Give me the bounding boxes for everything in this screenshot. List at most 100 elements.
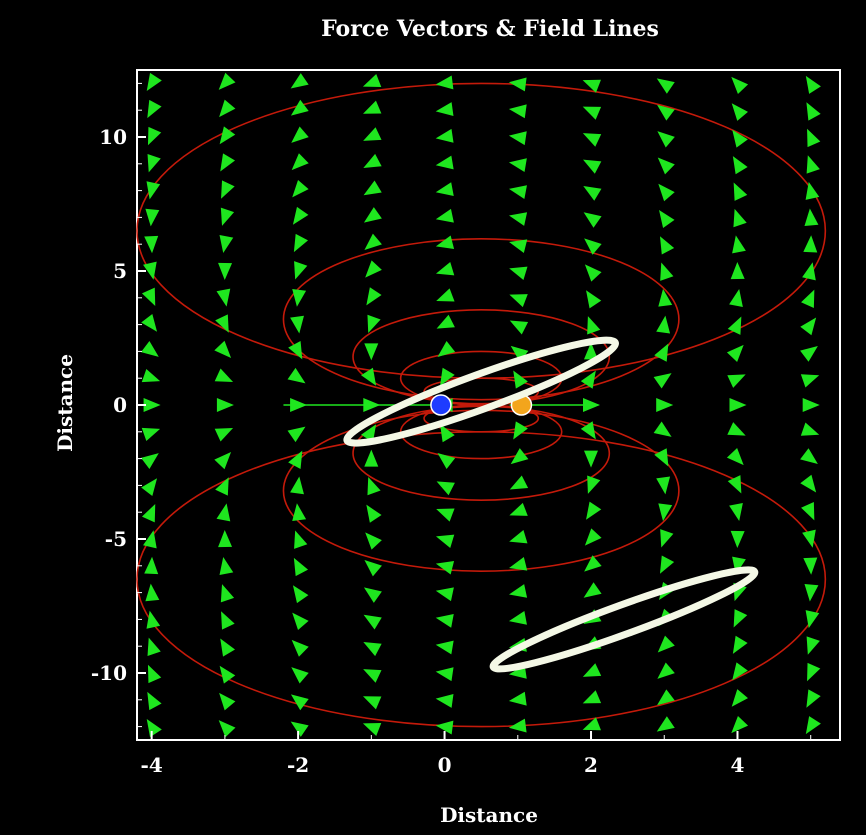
y-tick-label--5: -5 [105, 527, 127, 551]
vector-arrow-0--1 [440, 424, 455, 443]
vector-arrow-1-1 [513, 370, 528, 389]
vector-arrow--4-8 [146, 181, 161, 200]
vector-arrow-1-2 [510, 345, 529, 362]
vector-arrow-2-6 [584, 238, 602, 255]
y-tick-label-10: 10 [99, 125, 127, 149]
vector-arrow-0-4 [436, 288, 455, 302]
vector-arrow-5-1 [800, 374, 820, 388]
field-line-2 [282, 238, 680, 401]
x-tick-label--2: -2 [287, 753, 309, 777]
vector-arrow-5--3 [800, 474, 817, 493]
vector-arrow-4-3 [727, 316, 742, 335]
vector-arrow-2--2 [583, 450, 598, 468]
vector-arrow--1--4 [366, 504, 382, 523]
vector-arrow-4-0 [729, 398, 747, 412]
vector-arrow-4--4 [729, 503, 743, 522]
vector-arrow-4--5 [730, 530, 745, 548]
vector-arrow-5--12 [805, 716, 821, 735]
vector-arrow-3--10 [657, 662, 675, 679]
vector-arrow--4-12 [146, 72, 162, 91]
vector-arrow-1-4 [509, 294, 528, 308]
vector-arrow--1-6 [364, 233, 382, 251]
vector-arrow-5-9 [806, 155, 820, 174]
vector-arrow--1-12 [362, 73, 382, 88]
vector-arrow--3-11 [219, 99, 236, 118]
vector-arrow-5-2 [800, 345, 818, 362]
x-tick-label-2: 2 [584, 753, 598, 777]
vector-arrow-3-2 [654, 343, 669, 362]
vector-arrow--1-2 [364, 343, 379, 361]
vector-arrow-0-11 [435, 102, 454, 117]
vector-arrow-4--8 [733, 609, 748, 628]
vector-arrow--2-1 [287, 367, 306, 384]
vector-arrow--3--11 [219, 692, 236, 711]
vector-arrow--4--10 [147, 664, 162, 684]
y-tick-label-5: 5 [113, 259, 127, 283]
vector-arrow--2--6 [293, 557, 309, 577]
vector-arrow--3--6 [219, 556, 234, 575]
vector-arrow-3-0 [656, 398, 674, 412]
vector-arrow--3--10 [219, 665, 236, 684]
vector-arrow-3-6 [659, 236, 675, 255]
vector-arrow-0-10 [435, 128, 454, 143]
vector-arrow-2-1 [580, 370, 596, 389]
vector-arrow-3-4 [658, 288, 673, 307]
vector-arrow-5--10 [807, 662, 821, 682]
vector-arrow-2-11 [582, 106, 602, 120]
vector-arrow-5--7 [804, 583, 819, 602]
vector-arrow-3--2 [654, 448, 669, 467]
vector-arrow-4-5 [730, 262, 745, 280]
vector-arrow--4--8 [146, 610, 161, 629]
vector-arrow--1-10 [363, 127, 382, 141]
vector-arrow--3-5 [218, 262, 233, 280]
vector-arrow--2--2 [288, 450, 303, 469]
vector-arrow-1--7 [508, 584, 528, 598]
y-tick-label-0: 0 [113, 393, 127, 417]
vector-arrow--4--2 [140, 453, 159, 470]
vector-arrow-3--11 [657, 689, 675, 706]
vector-arrow-4--10 [732, 662, 748, 681]
vector-arrow-5--2 [800, 448, 818, 465]
vector-arrow-2--6 [584, 555, 602, 572]
chart-title: Force Vectors & Field Lines [321, 16, 659, 42]
vector-arrow--3-9 [220, 153, 236, 172]
vector-arrow-2-7 [583, 212, 602, 228]
vector-arrow-2--5 [584, 528, 602, 546]
x-axis-label: Distance [440, 803, 538, 827]
vector-arrow-2--4 [586, 501, 602, 520]
highlight-ellipse-1 [489, 566, 759, 673]
vector-arrow--4-3 [141, 313, 158, 332]
vector-arrow--3--5 [218, 530, 233, 548]
vector-arrow--2--9 [291, 639, 309, 657]
vector-arrow-0-8 [435, 182, 454, 196]
vector-arrow--1-8 [363, 180, 382, 196]
vector-arrow-1-10 [508, 131, 527, 146]
vector-arrow--1--1 [361, 424, 377, 443]
vector-arrow-5--11 [806, 689, 821, 708]
vector-arrow-2-0 [583, 398, 600, 412]
vector-arrow-3-8 [658, 183, 675, 202]
vector-arrow-4-2 [726, 344, 744, 363]
vector-arrow--2-0 [290, 398, 308, 412]
vector-arrow--2--12 [290, 721, 309, 737]
vector-arrow--2-5 [294, 261, 308, 280]
vector-arrow--2-4 [292, 288, 307, 307]
vector-arrow-4-1 [727, 374, 746, 388]
vector-arrow-5-8 [805, 181, 820, 200]
x-tick-label-0: 0 [438, 753, 452, 777]
vector-arrow--3--7 [220, 584, 235, 603]
vector-arrow-1-6 [509, 239, 528, 253]
vector-arrow--2-8 [292, 179, 309, 198]
vector-arrow-4--9 [732, 635, 748, 654]
vector-arrow-4-6 [732, 235, 746, 254]
vector-arrow-5--1 [800, 422, 820, 436]
vector-arrow-0-7 [435, 208, 454, 223]
charge-0 [430, 394, 452, 416]
vector-arrow--2-3 [290, 315, 304, 334]
vector-arrow-0-5 [435, 261, 455, 276]
vector-arrow-5-3 [800, 317, 817, 336]
vector-arrow-4--12 [731, 715, 749, 734]
vector-arrow-1-11 [508, 104, 527, 119]
vector-arrow-0--10 [435, 667, 454, 682]
